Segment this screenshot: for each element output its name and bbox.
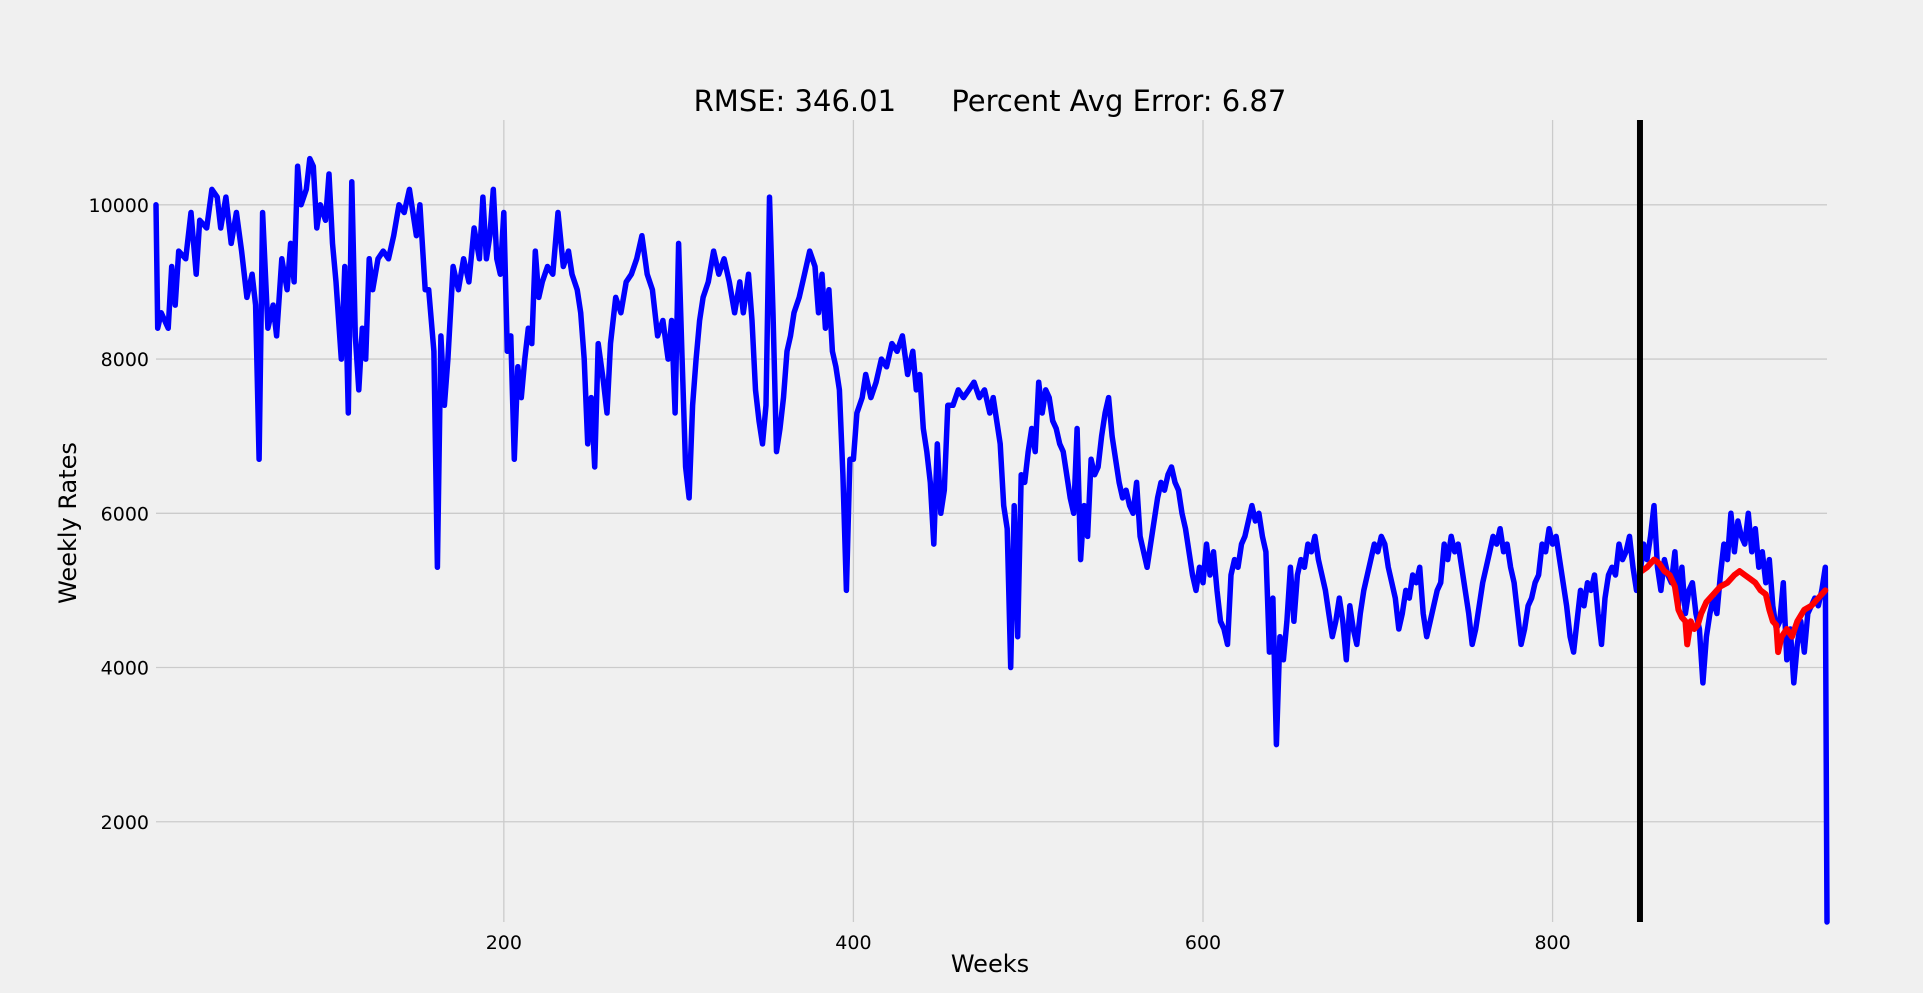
- y-tick-label: 2000: [101, 812, 149, 834]
- x-tick-label: 400: [835, 932, 871, 954]
- y-tick-label: 4000: [101, 658, 149, 680]
- series-line-actual: [153, 155, 1830, 925]
- x-tick-label: 800: [1534, 932, 1570, 954]
- y-axis-label: Weekly Rates: [54, 442, 82, 604]
- series-line-predicted: [1638, 556, 1829, 656]
- x-axis-ticks: 200 400 600 800: [486, 932, 1571, 954]
- series-layer: [153, 155, 1830, 925]
- x-tick-label: 200: [486, 932, 522, 954]
- y-tick-label: 6000: [101, 503, 149, 525]
- y-tick-label: 10000: [89, 195, 149, 217]
- y-axis-ticks: 2000 4000 6000 8000 10000: [89, 195, 149, 834]
- x-tick-label: 600: [1185, 932, 1221, 954]
- chart-title: RMSE: 346.01 Percent Avg Error: 6.87: [694, 84, 1287, 118]
- y-tick-label: 8000: [101, 349, 149, 371]
- x-axis-label: Weeks: [951, 950, 1029, 978]
